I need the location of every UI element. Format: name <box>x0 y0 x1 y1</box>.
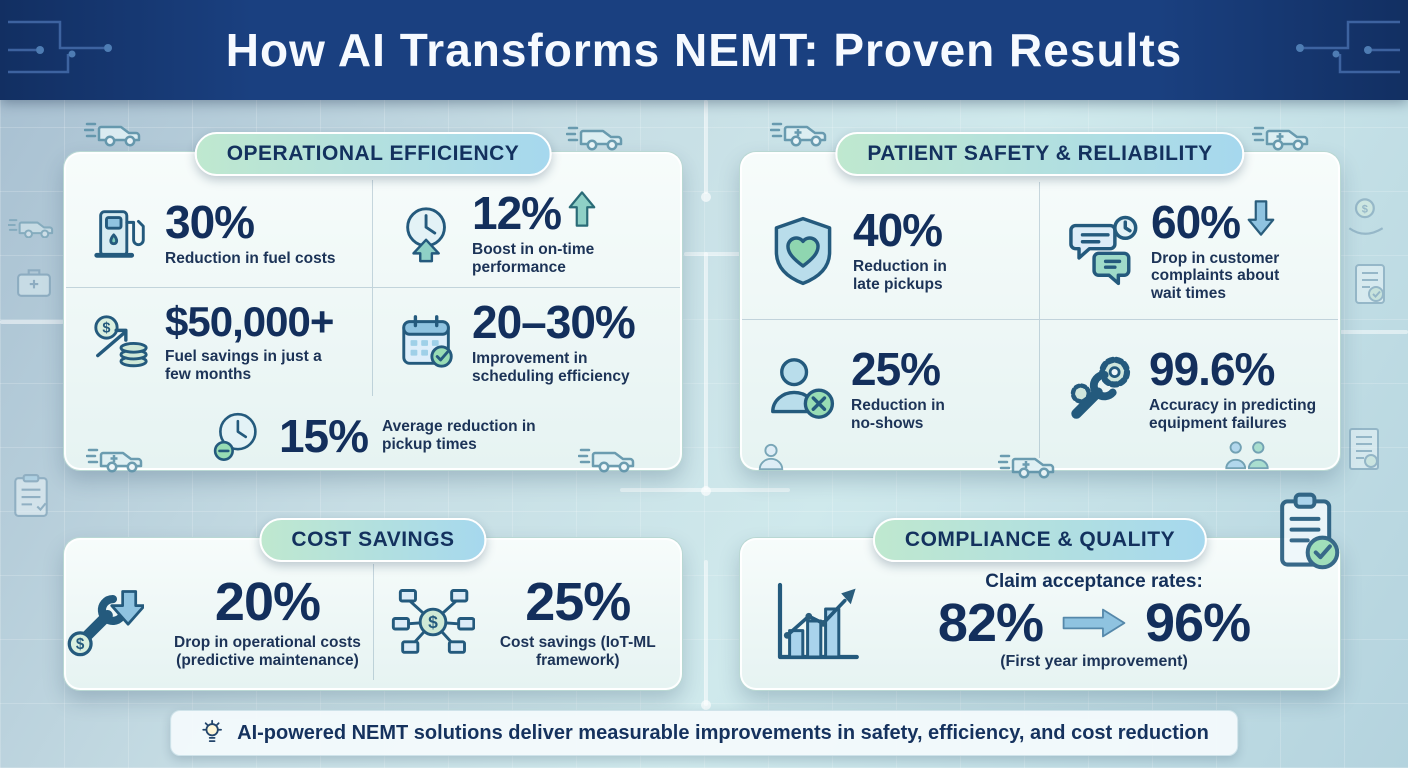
van-icon <box>578 448 635 473</box>
ambulance-icon <box>1252 118 1312 152</box>
arrow-down-icon <box>1247 199 1275 236</box>
clinician-icon <box>758 443 784 471</box>
iot-network-icon: $ <box>391 589 475 654</box>
stat-label: Reduction in fuel costs <box>165 250 336 268</box>
stat-fuel-cost-reduction: 30% Reduction in fuel costs <box>66 180 373 288</box>
circuit-trace <box>684 252 742 256</box>
svg-text:$: $ <box>1362 204 1369 216</box>
stat-scheduling-improvement: 20–30% Improvement in scheduling efficie… <box>373 288 680 396</box>
stat-value: 12% <box>472 187 562 240</box>
card-operational-efficiency: OPERATIONAL EFFICIENCY 30% Reduction in … <box>64 132 682 470</box>
stat-pickup-time-reduction: 15% Average reduction in pickup times <box>66 396 680 468</box>
stat-operational-cost-drop: $ 20% Drop in operational costs (predict… <box>66 564 374 680</box>
circuit-trace <box>1340 330 1408 334</box>
circuit-node <box>701 192 711 202</box>
stat-value: 15% <box>278 410 369 462</box>
svg-text:$: $ <box>76 636 85 653</box>
stat-no-shows: 25% Reduction in no-shows <box>742 320 1040 458</box>
card-title-compliance-quality: COMPLIANCE & QUALITY <box>872 518 1208 562</box>
clock-minus-icon <box>213 412 257 461</box>
growth-chart-icon <box>777 582 859 660</box>
document-check-icon <box>1355 264 1385 304</box>
svg-text:$: $ <box>102 320 110 336</box>
claim-rate-after: 96% <box>1145 593 1251 653</box>
arrow-right-icon <box>1062 608 1126 638</box>
header-banner: How AI Transforms NEMT: Proven Results <box>0 0 1408 100</box>
stat-value: 20–30% <box>472 295 636 348</box>
dollar-hand-icon: $ <box>1348 198 1384 235</box>
claim-rates-heading: Claim acceptance rates: <box>985 571 1203 592</box>
stat-equipment-failure-prediction: 99.6% Accuracy in predicting equipment f… <box>1040 320 1338 458</box>
stat-late-pickups: 40% Reduction in late pickups <box>742 182 1040 320</box>
stat-value: $50,000+ <box>165 297 334 345</box>
checklist-document-icon <box>1280 492 1340 570</box>
lightbulb-icon <box>202 719 222 743</box>
stat-value: 60% <box>1151 195 1241 248</box>
circuit-trace <box>704 560 708 706</box>
stat-iot-cost-savings: $ 25% Cost savings (IoT-ML framework) <box>374 564 681 680</box>
stat-value: 40% <box>853 204 943 257</box>
ambulance-icon <box>86 440 146 474</box>
page-title: How AI Transforms NEMT: Proven Results <box>225 24 1183 76</box>
wrench-down-icon: $ <box>67 590 145 657</box>
person-no-show-icon <box>771 358 835 419</box>
stat-value: 30% <box>165 196 255 249</box>
arrow-up-icon <box>568 191 596 228</box>
clock-up-icon <box>406 206 446 262</box>
svg-text:$: $ <box>428 612 438 632</box>
wrench-gear-icon <box>1070 356 1131 419</box>
card-compliance-quality: COMPLIANCE & QUALITY Claim acceptance ra… <box>740 518 1340 690</box>
circuit-trace <box>704 252 708 490</box>
stat-complaints-drop: 60% Drop in customer complaints about wa… <box>1040 182 1338 320</box>
stat-label: Improvement in scheduling efficiency <box>472 349 630 385</box>
claim-rates-note: (First year improvement) <box>1000 653 1188 670</box>
footer-banner: AI-powered NEMT solutions deliver measur… <box>170 710 1238 756</box>
card-patient-safety-reliability: PATIENT SAFETY & RELIABILITY 40% Reducti… <box>740 132 1340 470</box>
stat-fuel-savings: $ $50,000+ Fuel savings in just a few mo… <box>66 288 373 396</box>
calendar-check-icon <box>402 315 453 368</box>
stat-label: Reduction in no-shows <box>851 396 945 432</box>
footer-text: AI-powered NEMT solutions deliver measur… <box>237 721 1209 744</box>
stat-value: 99.6% <box>1149 342 1275 395</box>
stat-label: Fuel savings in just a few months <box>165 347 322 383</box>
circuit-node <box>701 486 711 496</box>
fuel-pump-icon <box>94 209 145 258</box>
invoice-icon <box>1349 428 1379 470</box>
shield-heart-icon <box>774 216 832 285</box>
stat-value: 20% <box>214 571 321 632</box>
van-icon <box>84 122 141 147</box>
circuit-decoration-icon <box>8 20 112 74</box>
stat-label: Boost in on-time performance <box>472 241 595 276</box>
stat-label: Cost savings (IoT-ML framework) <box>499 633 656 669</box>
van-icon <box>566 126 623 151</box>
card-title-cost-savings: COST SAVINGS <box>259 518 487 562</box>
stat-label: Average reduction in pickup times <box>382 418 536 453</box>
ambulance-icon <box>770 114 830 148</box>
claim-rate-before: 82% <box>937 593 1044 653</box>
stat-value: 25% <box>851 342 941 395</box>
stat-label: Accuracy in predicting equipment failure… <box>1149 396 1317 432</box>
card-title-patient-safety: PATIENT SAFETY & RELIABILITY <box>835 132 1245 176</box>
stat-label: Reduction in late pickups <box>853 258 947 293</box>
stat-label: Drop in customer complaints about wait t… <box>1151 249 1280 302</box>
card-cost-savings: COST SAVINGS $ 20% Drop in operational c… <box>64 518 682 690</box>
ambulance-icon <box>998 446 1058 480</box>
circuit-decoration-icon <box>1296 20 1400 74</box>
truck-icon <box>8 219 54 238</box>
medkit-icon <box>17 269 51 297</box>
stat-label: Drop in operational costs (predictive ma… <box>174 633 361 669</box>
card-title-operational-efficiency: OPERATIONAL EFFICIENCY <box>194 132 552 176</box>
stat-on-time-boost: 12% Boost in on-time performance <box>373 180 680 288</box>
stat-value: 25% <box>525 571 631 632</box>
money-growth-icon: $ <box>94 315 148 368</box>
circuit-trace <box>704 100 708 194</box>
people-exchange-icon <box>1225 441 1269 470</box>
clipboard-check-icon <box>14 474 48 517</box>
circuit-trace <box>0 320 64 324</box>
circuit-node <box>701 700 711 710</box>
chat-bubbles-icon <box>1069 215 1138 285</box>
